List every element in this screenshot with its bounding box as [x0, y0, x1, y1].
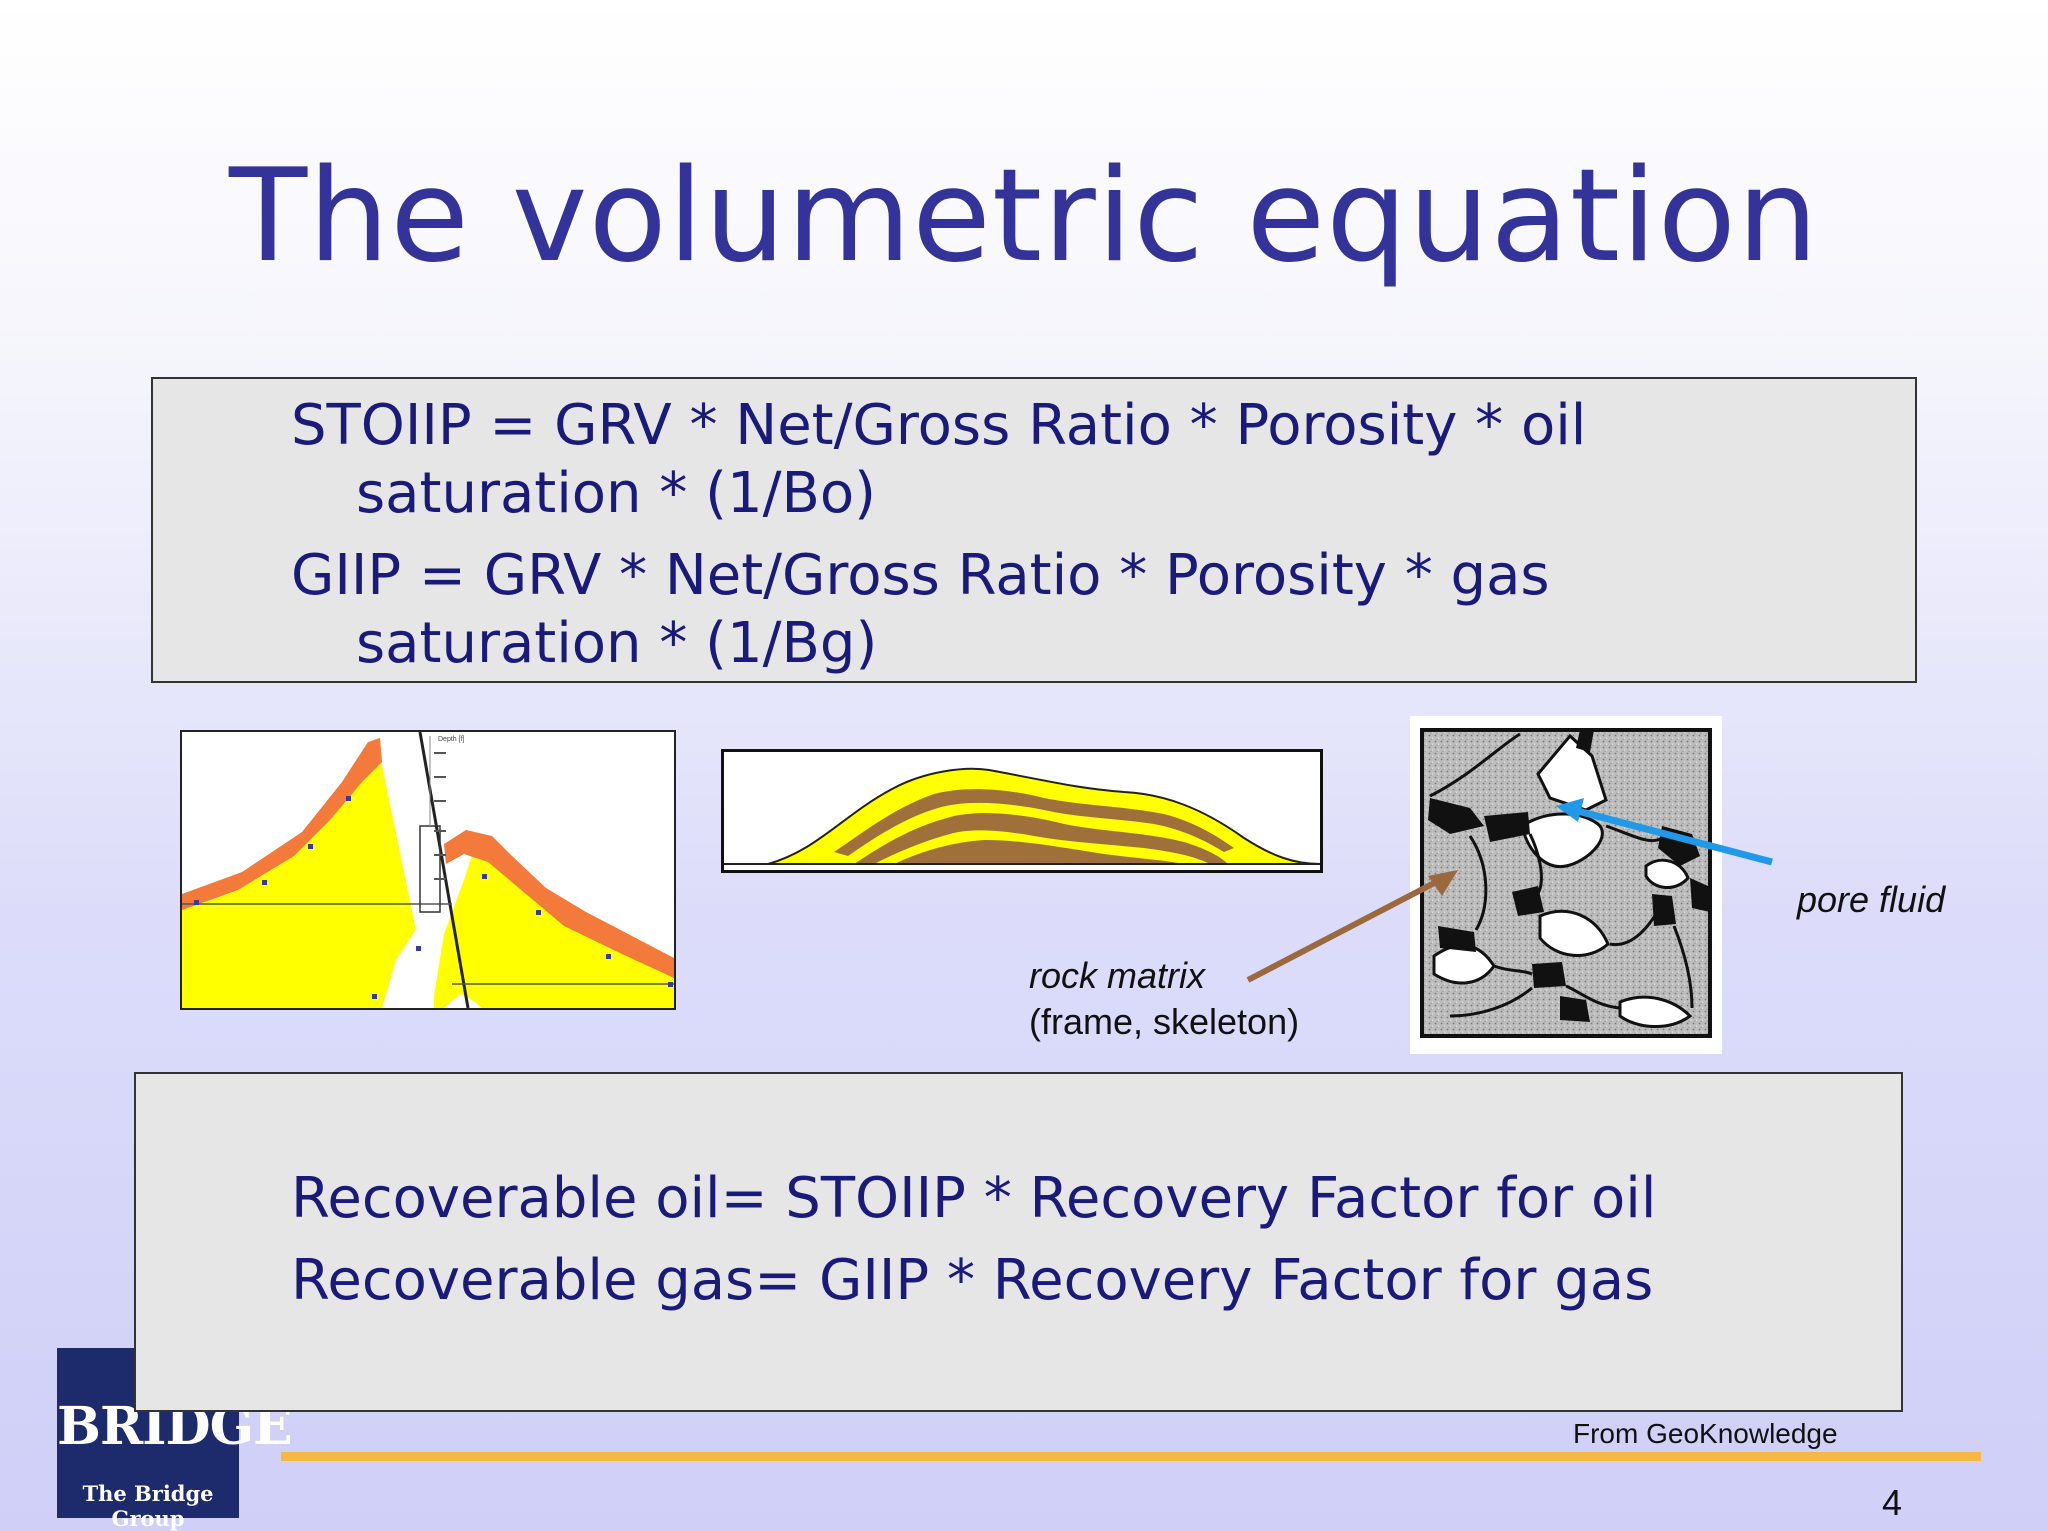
rock-matrix-arrow — [1246, 870, 1458, 983]
giip-equation-line1: GIIP = GRV * Net/Gross Ratio * Porosity … — [291, 543, 1550, 608]
recoverable-gas-equation: Recoverable gas= GIIP * Recovery Factor … — [291, 1248, 1654, 1313]
page-number: 4 — [1882, 1482, 1903, 1523]
footer-divider — [281, 1452, 1981, 1461]
stoiip-equation-line1: STOIIP = GRV * Net/Gross Ratio * Porosit… — [291, 393, 1587, 458]
volumetric-equations-box: STOIIP = GRV * Net/Gross Ratio * Porosit… — [151, 377, 1917, 683]
giip-equation-line2: saturation * (1/Bg) — [356, 611, 878, 676]
rock-matrix-label: rock matrix — [1029, 955, 1206, 996]
faulted-anticline-figure: Depth [f] — [180, 730, 676, 1010]
slide-title: The volumetric equation — [228, 142, 1820, 291]
recoverable-oil-equation: Recoverable oil= STOIIP * Recovery Facto… — [291, 1166, 1657, 1231]
layered-dome-graphic — [724, 767, 1321, 865]
layered-dome-figure — [721, 749, 1323, 873]
pore-fluid-arrow — [1556, 798, 1773, 866]
pore-grain-graphic — [1420, 728, 1712, 1038]
anticline-cross-section-graphic — [182, 731, 674, 1009]
pore-fluid-label: pore fluid — [1797, 879, 1946, 920]
pore-grain-figure — [1410, 716, 1722, 1054]
recovery-equations-box: Recoverable oil= STOIIP * Recovery Facto… — [134, 1072, 1903, 1412]
depth-axis-label: Depth [f] — [438, 736, 465, 743]
source-credit: From GeoKnowledge — [1573, 1418, 1838, 1449]
logo-subtitle: The Bridge Group — [82, 1481, 214, 1531]
stoiip-equation-line2: saturation * (1/Bo) — [356, 461, 877, 526]
rock-matrix-sublabel: (frame, skeleton) — [1029, 1001, 1300, 1042]
